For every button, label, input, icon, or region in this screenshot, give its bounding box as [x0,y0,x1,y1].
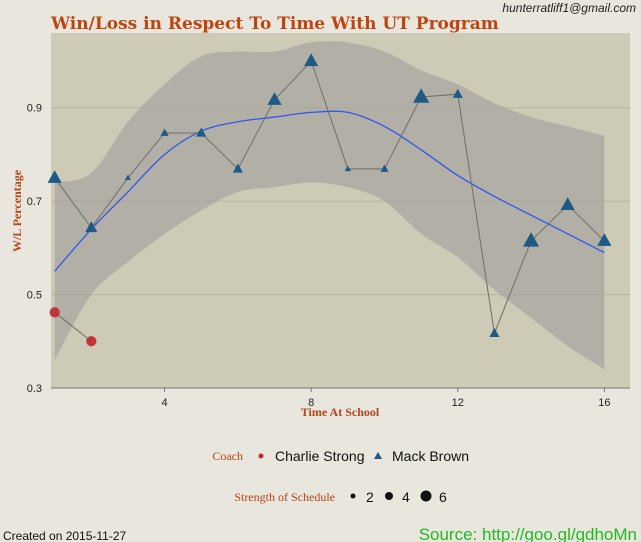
data-point-mack-brown [267,92,282,105]
data-point-charlie-strong [86,336,97,347]
legend-sos-6-marker [420,490,432,502]
plot-area: 0.3 0.5 0.7 0.9 4 8 12 16 [27,33,630,409]
legend-mack-brown-marker [374,452,382,459]
y-tick-label: 0.9 [27,103,42,115]
x-tick-label: 4 [162,397,168,409]
legend-mack-brown-label: Mack Brown [392,448,469,464]
legend-charlie-strong-label: Charlie Strong [275,448,365,464]
y-tick-label: 0.7 [27,196,42,208]
x-axis-title: Time At School [301,405,380,419]
legend-sos-4-label: 4 [402,489,410,505]
data-point-mack-brown [489,327,500,337]
legend: Coach Charlie Strong Mack Brown Strength… [212,448,469,505]
x-tick-label: 16 [598,397,610,409]
x-tick-label: 8 [308,397,314,409]
data-point-mack-brown [522,232,540,247]
data-point-mack-brown [232,163,243,173]
series-connector-line [54,60,605,336]
data-point-mack-brown [160,128,169,136]
legend-sos-2-label: 2 [366,489,374,505]
legend-sos-2-marker [350,493,356,499]
data-point-mack-brown [597,233,612,246]
data-point-mack-brown [413,88,430,103]
source-link[interactable]: Source: http://goo.gl/gdhoMn [419,525,637,542]
legend-sos-6-label: 6 [439,489,447,505]
data-point-mack-brown [560,197,575,210]
data-point-mack-brown [452,88,463,98]
legend-charlie-strong-marker [258,453,264,459]
legend-sos-4-marker [385,492,393,500]
series-connector-line [54,311,92,342]
data-point-mack-brown [344,165,351,172]
data-point-mack-brown [124,174,132,181]
legend-sos-title: Strength of Schedule [234,490,335,504]
created-date: Created on 2015-11-27 [3,529,127,542]
x-tick-label: 12 [452,397,464,409]
confidence-band [54,41,605,370]
chart-title: Win/Loss in Respect To Time With UT Prog… [50,14,499,34]
legend-coach-title: Coach [212,449,243,463]
data-point-charlie-strong [49,307,60,318]
smooth-fit-line [54,110,605,272]
y-tick-label: 0.3 [27,383,42,395]
data-point-mack-brown [304,53,319,67]
data-point-mack-brown [380,164,389,172]
y-tick-label: 0.5 [27,290,42,302]
y-axis-title: W/L Percentage [10,169,24,252]
data-point-mack-brown [47,170,62,183]
data-point-mack-brown [85,221,98,233]
email-text: hunterratliff1@gmail.com [502,1,636,15]
data-point-mack-brown [196,127,207,137]
